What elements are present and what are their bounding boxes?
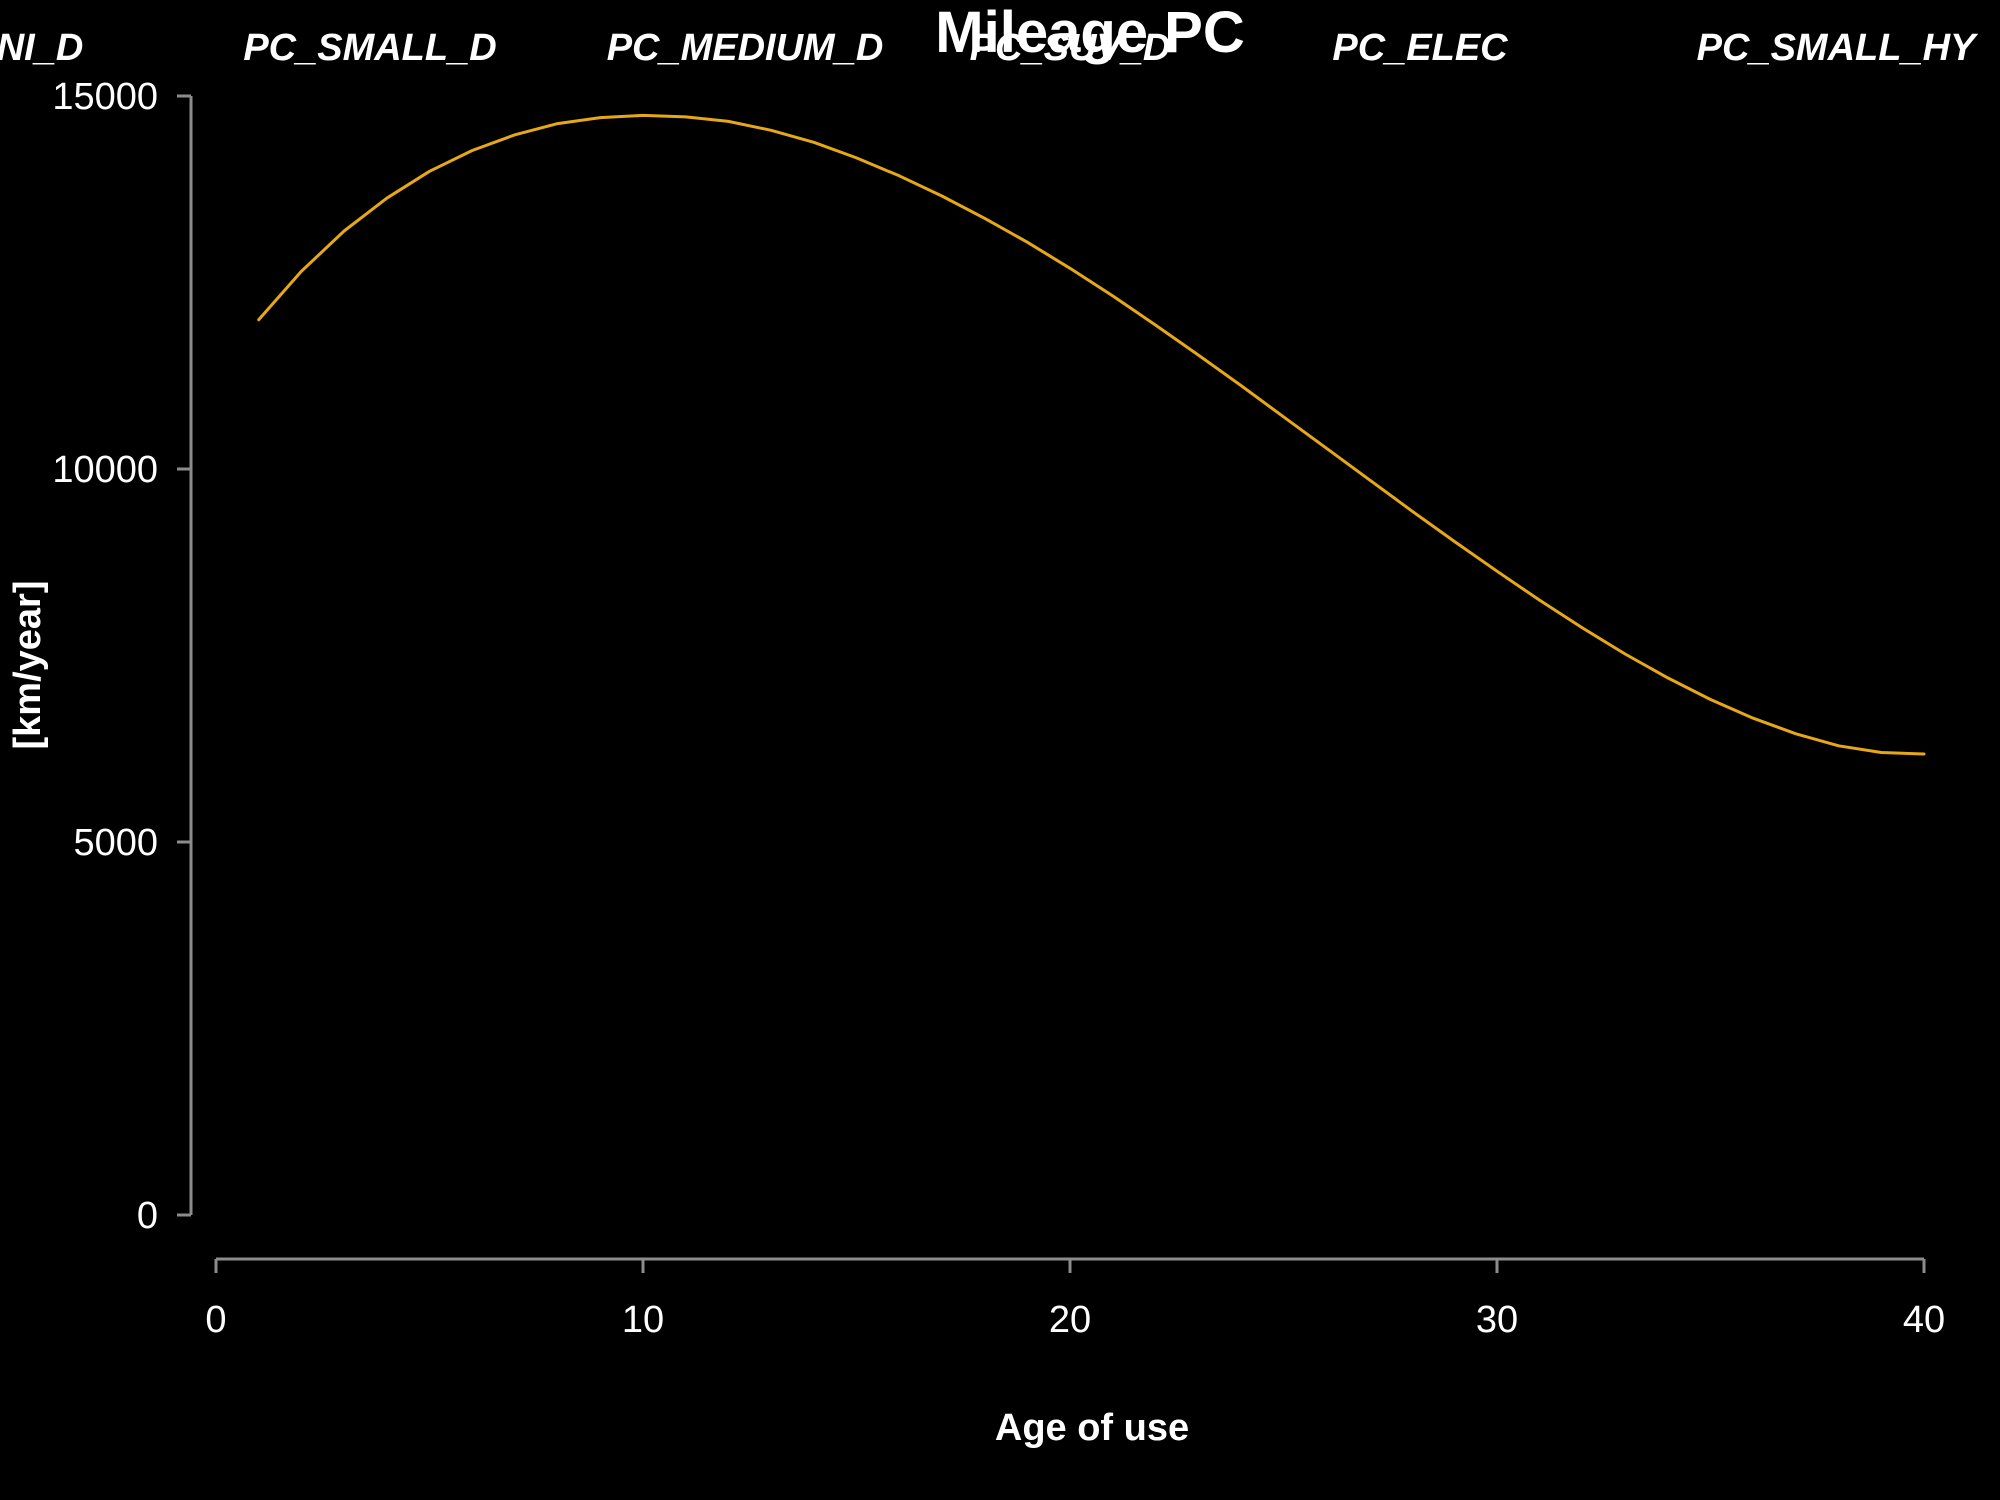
x-tick-label: 0 (205, 1299, 226, 1341)
category-label: PC_SUV_D (970, 27, 1171, 69)
x-axis: 0 10 20 30 40 (205, 1257, 1945, 1341)
category-label: PC_MEDIUM_D (607, 27, 884, 69)
category-label: PC_ELEC (1332, 27, 1508, 69)
x-tick-label: 10 (622, 1299, 664, 1341)
y-tick-label: 5000 (73, 822, 158, 864)
category-label: NI_D (0, 27, 83, 69)
x-tick-label: 40 (1903, 1299, 1945, 1341)
series-line (257, 113, 1926, 756)
category-labels: NI_D PC_SMALL_D PC_MEDIUM_D PC_SUV_D PC_ELEC… (0, 27, 1979, 69)
y-axis-title: [km/year] (7, 581, 49, 750)
y-tick-label: 15000 (52, 76, 158, 118)
x-tick-label: 20 (1049, 1299, 1091, 1341)
category-label: PC_SMALL_D (243, 27, 496, 69)
y-axis: 0 5000 10000 15000 (52, 76, 193, 1237)
x-axis-title: Age of use (995, 1407, 1189, 1449)
category-label: PC_SMALL_HY (1697, 27, 1979, 69)
series-layer (257, 113, 1926, 756)
chart-title: Mileage PC (935, 0, 1244, 65)
x-tick-label: 30 (1476, 1299, 1518, 1341)
y-tick-label: 10000 (52, 449, 158, 491)
y-tick-label: 0 (137, 1195, 158, 1237)
